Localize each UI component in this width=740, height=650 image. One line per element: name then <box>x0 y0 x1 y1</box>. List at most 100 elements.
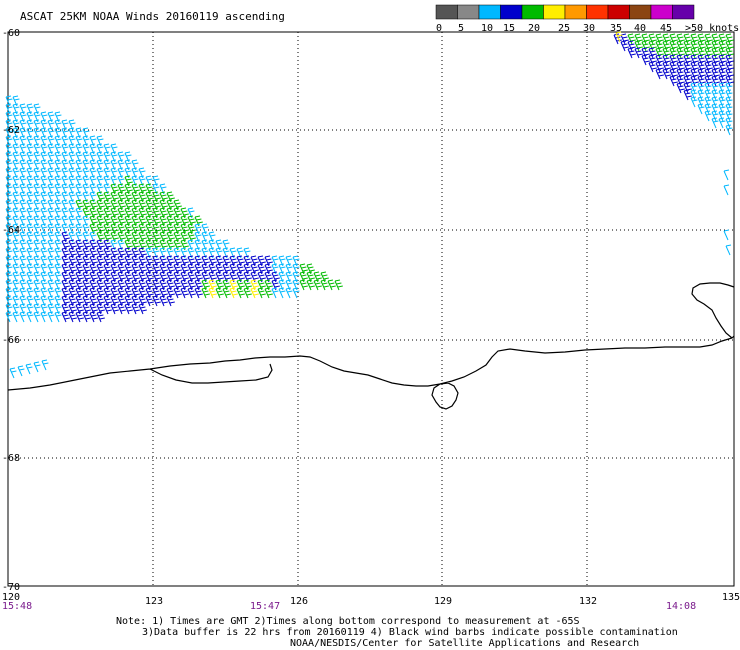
wind-barb <box>222 263 231 275</box>
wind-barb <box>243 263 252 275</box>
wind-barb <box>89 303 98 315</box>
wind-barb <box>208 255 217 267</box>
wind-barb <box>152 295 161 307</box>
wind-barb <box>718 110 726 122</box>
wind-barb <box>690 89 698 101</box>
wind-barb <box>117 271 126 283</box>
wind-barb <box>711 110 719 122</box>
wind-barb <box>124 215 133 227</box>
legend-swatch <box>650 4 673 20</box>
wind-barb <box>82 207 91 219</box>
wind-barb <box>68 239 77 251</box>
wind-barb <box>166 199 175 211</box>
wind-barb <box>145 199 154 211</box>
wind-barb <box>82 295 91 307</box>
wind-barb <box>89 271 98 283</box>
wind-barb <box>250 279 259 291</box>
wind-barb <box>718 82 726 94</box>
wind-barb <box>131 303 140 315</box>
wind-barb <box>131 271 140 283</box>
wind-barb <box>725 89 733 101</box>
wind-barb <box>54 311 62 323</box>
wind-barb <box>124 255 133 267</box>
wind-barb <box>320 271 329 283</box>
wind-barb <box>669 68 678 80</box>
wind-barb <box>96 223 105 235</box>
wind-barb <box>124 271 133 283</box>
wind-barb <box>676 54 685 66</box>
wind-barb <box>75 279 84 291</box>
wind-barb <box>117 199 126 211</box>
wind-barb <box>166 223 175 235</box>
lat-label: -62 <box>2 125 20 136</box>
wind-barb <box>103 207 112 219</box>
wind-barb <box>725 61 734 73</box>
wind-barb <box>89 199 98 211</box>
wind-barb <box>68 255 77 267</box>
wind-barb <box>89 311 98 323</box>
map-title: ASCAT 25KM NOAA Winds 20160119 ascending <box>20 10 285 23</box>
wind-barb <box>152 191 161 203</box>
legend-swatch <box>435 4 458 20</box>
wind-barb <box>110 295 119 307</box>
wind-barb <box>68 311 77 323</box>
wind-barb <box>82 287 91 299</box>
wind-barb <box>704 103 712 115</box>
wind-barb <box>704 89 712 101</box>
legend-label: 35 <box>610 23 622 34</box>
wind-barb <box>117 191 126 203</box>
wind-barb <box>683 33 692 45</box>
wind-barb <box>697 68 706 80</box>
legend-label: 15 <box>503 23 515 34</box>
wind-barb <box>117 295 126 307</box>
wind-barb <box>690 47 699 59</box>
wind-barbs <box>5 31 734 379</box>
wind-barb <box>110 279 119 291</box>
wind-barb <box>145 239 154 251</box>
wind-barb <box>725 75 734 87</box>
wind-barb <box>215 271 224 283</box>
lon-label: 135 <box>722 592 740 603</box>
wind-barb <box>96 295 105 307</box>
wind-barb <box>117 207 126 219</box>
wind-barb <box>723 229 730 241</box>
wind-barb <box>138 183 147 195</box>
wind-barb <box>145 295 154 307</box>
wind-barb <box>103 279 112 291</box>
wind-barb <box>82 239 91 251</box>
wind-barb <box>641 54 650 66</box>
wind-barb <box>711 82 719 94</box>
wind-barb <box>620 40 629 52</box>
wind-barb <box>229 255 238 267</box>
wind-barb <box>180 207 189 219</box>
wind-barb <box>676 68 685 80</box>
wind-barb <box>669 54 678 66</box>
wind-barb <box>75 295 84 307</box>
wind-barb <box>662 33 671 45</box>
wind-barb <box>201 255 210 267</box>
coastline <box>7 282 735 410</box>
wind-barb <box>718 54 727 66</box>
wind-barb <box>96 263 105 275</box>
wind-barb <box>257 263 266 275</box>
wind-barb <box>89 295 98 307</box>
legend-swatch <box>672 4 695 20</box>
wind-barb <box>75 239 84 251</box>
legend-swatch <box>543 4 566 20</box>
wind-barb <box>124 263 133 275</box>
wind-barb <box>166 271 175 283</box>
wind-barb <box>103 287 112 299</box>
wind-barb <box>124 199 133 211</box>
wind-barb <box>711 61 720 73</box>
wind-barb <box>89 287 98 299</box>
wind-barb <box>704 47 713 59</box>
wind-barb <box>124 207 133 219</box>
wind-barb <box>320 279 329 291</box>
wind-barb <box>257 287 266 299</box>
wind-barb <box>718 40 727 52</box>
wind-barb <box>704 110 712 122</box>
wind-barb <box>173 287 182 299</box>
wind-barb <box>683 54 692 66</box>
wind-barb <box>264 263 273 275</box>
